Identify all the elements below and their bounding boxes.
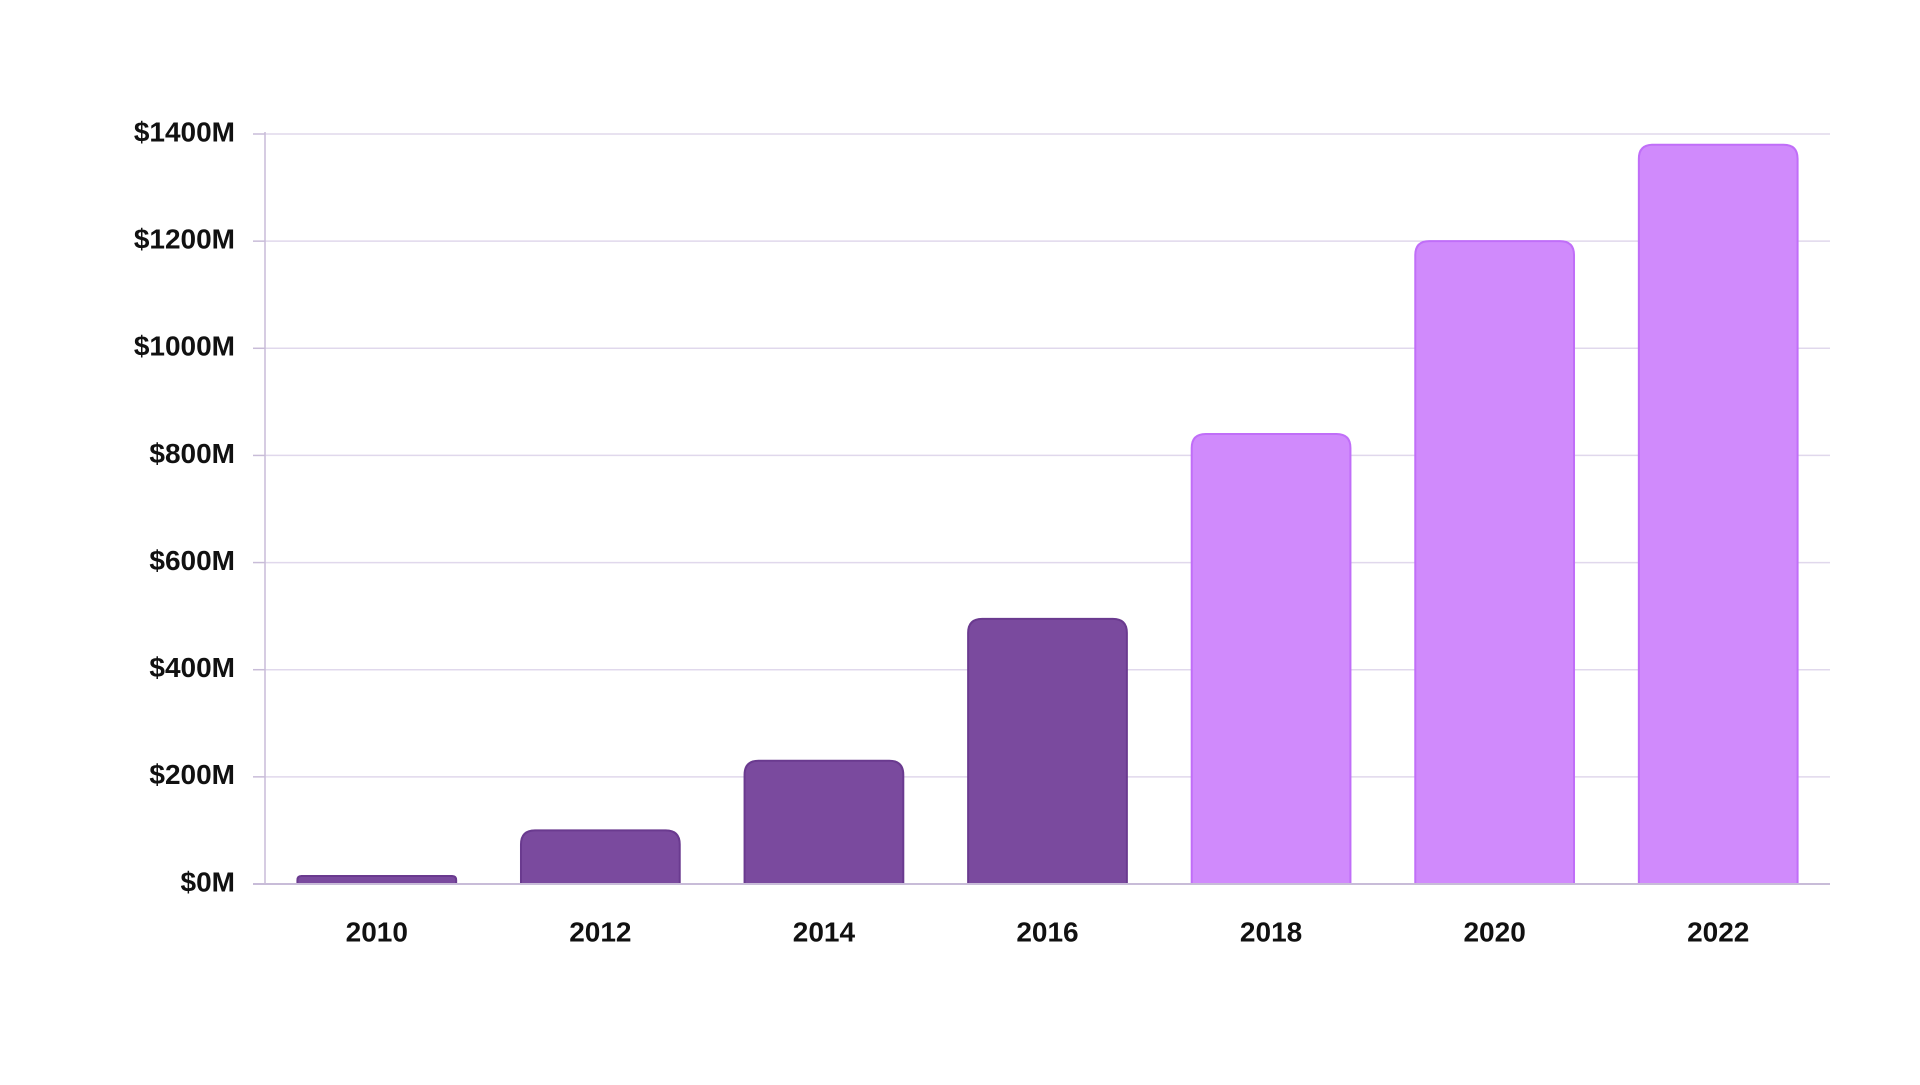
x-tick-label: 2022 [1687,916,1749,947]
y-tick-label: $800M [149,438,235,469]
y-tick-label: $0M [181,866,235,897]
x-tick-label: 2010 [346,916,408,947]
bar-layer [296,143,1799,885]
axis-layer [253,132,1830,885]
y-tick-label: $200M [149,759,235,790]
y-tick-label: $400M [149,652,235,683]
label-layer: $0M $200M $400M $600M $800M $1000M $1200M $1400… [134,116,1750,947]
bar-2010 [296,874,458,885]
bar-2018 [1190,433,1352,885]
y-tick-label: $1200M [134,224,235,255]
y-tick-label: $600M [149,545,235,576]
y-tick-label: $1000M [134,331,235,362]
x-tick-label: 2016 [1016,916,1078,947]
x-tick-label: 2020 [1463,916,1525,947]
x-tick-label: 2014 [793,916,856,947]
bar-2012 [519,829,681,885]
x-tick-label: 2012 [569,916,631,947]
bar-2020 [1414,240,1576,885]
bar-2014 [743,759,905,885]
bar-2016 [967,617,1128,885]
y-tick-label: $1400M [134,116,235,147]
x-tick-label: 2018 [1240,916,1302,947]
grid-layer [265,133,1830,778]
bar-2022 [1637,143,1799,885]
